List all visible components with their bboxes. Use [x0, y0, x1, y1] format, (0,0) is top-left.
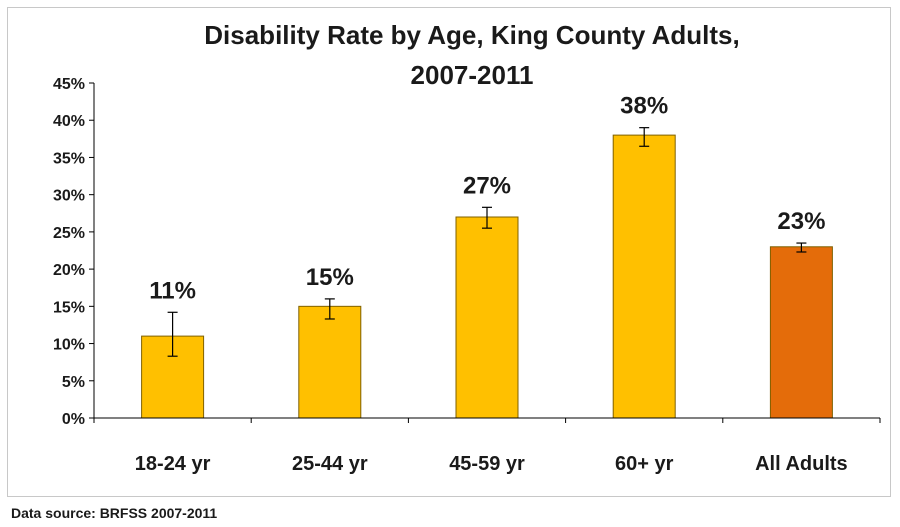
- y-tick-label: 25%: [53, 225, 85, 242]
- y-axis-ticks: 0% 5% 10% 15% 20% 25% 30% 35% 40% 45%: [53, 76, 94, 428]
- bar-60-yr: [612, 134, 676, 419]
- error-bars: [167, 127, 807, 357]
- x-tick-label: All Adults: [755, 453, 848, 475]
- chart-frame: [7, 7, 891, 497]
- y-tick-label: 30%: [53, 188, 85, 205]
- data-label: 27%: [463, 172, 511, 199]
- axes: [93, 83, 880, 419]
- bar-25-44-yr: [298, 305, 362, 419]
- y-tick-label: 35%: [53, 150, 85, 167]
- chart-title: Disability Rate by Age, King County Adul…: [204, 20, 739, 90]
- x-tick-label: 18-24 yr: [135, 453, 211, 475]
- data-label: 38%: [620, 93, 668, 120]
- data-label: 15%: [306, 264, 354, 291]
- y-tick-label: 5%: [62, 374, 85, 391]
- y-tick-label: 20%: [53, 262, 85, 279]
- y-tick-label: 45%: [53, 76, 85, 93]
- data-labels: 11% 15% 27% 38% 23%: [149, 93, 825, 305]
- x-tick-label: 25-44 yr: [292, 453, 368, 475]
- y-tick-label: 0%: [62, 411, 85, 428]
- chart-title-line-1: Disability Rate by Age, King County Adul…: [204, 20, 739, 50]
- data-label: 23%: [777, 208, 825, 235]
- data-label: 11%: [149, 277, 196, 304]
- y-tick-label: 40%: [53, 113, 85, 130]
- x-tick-label: 45-59 yr: [449, 453, 525, 475]
- y-tick-label: 10%: [53, 337, 85, 354]
- y-tick-label: 15%: [53, 299, 85, 316]
- chart-title-line-2: 2007-2011: [411, 60, 534, 90]
- x-axis-ticks: 18-24 yr 25-44 yr 45-59 yr 60+ yr All Adults: [93, 418, 881, 475]
- bar-all-adults: [769, 246, 833, 419]
- bar-45-59-yr: [455, 216, 519, 419]
- x-tick-label: 60+ yr: [615, 453, 674, 475]
- data-source-note: Data source: BRFSS 2007-2011: [11, 505, 218, 521]
